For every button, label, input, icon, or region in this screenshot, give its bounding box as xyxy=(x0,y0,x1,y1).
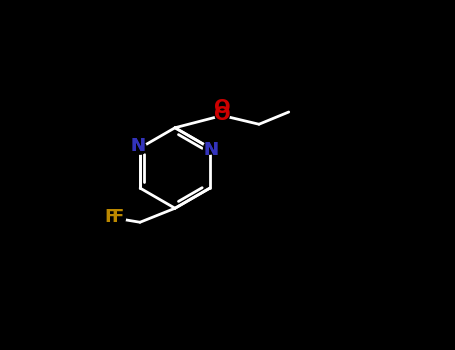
Circle shape xyxy=(134,141,147,154)
Circle shape xyxy=(215,108,229,122)
Text: O: O xyxy=(214,98,231,117)
Text: N: N xyxy=(131,136,145,155)
Text: O: O xyxy=(214,105,231,124)
Text: F: F xyxy=(111,208,123,226)
Text: N: N xyxy=(204,141,219,159)
Text: N: N xyxy=(131,136,145,155)
Text: N: N xyxy=(204,141,219,159)
Circle shape xyxy=(113,212,125,225)
Circle shape xyxy=(203,141,216,154)
Text: F: F xyxy=(104,208,116,226)
